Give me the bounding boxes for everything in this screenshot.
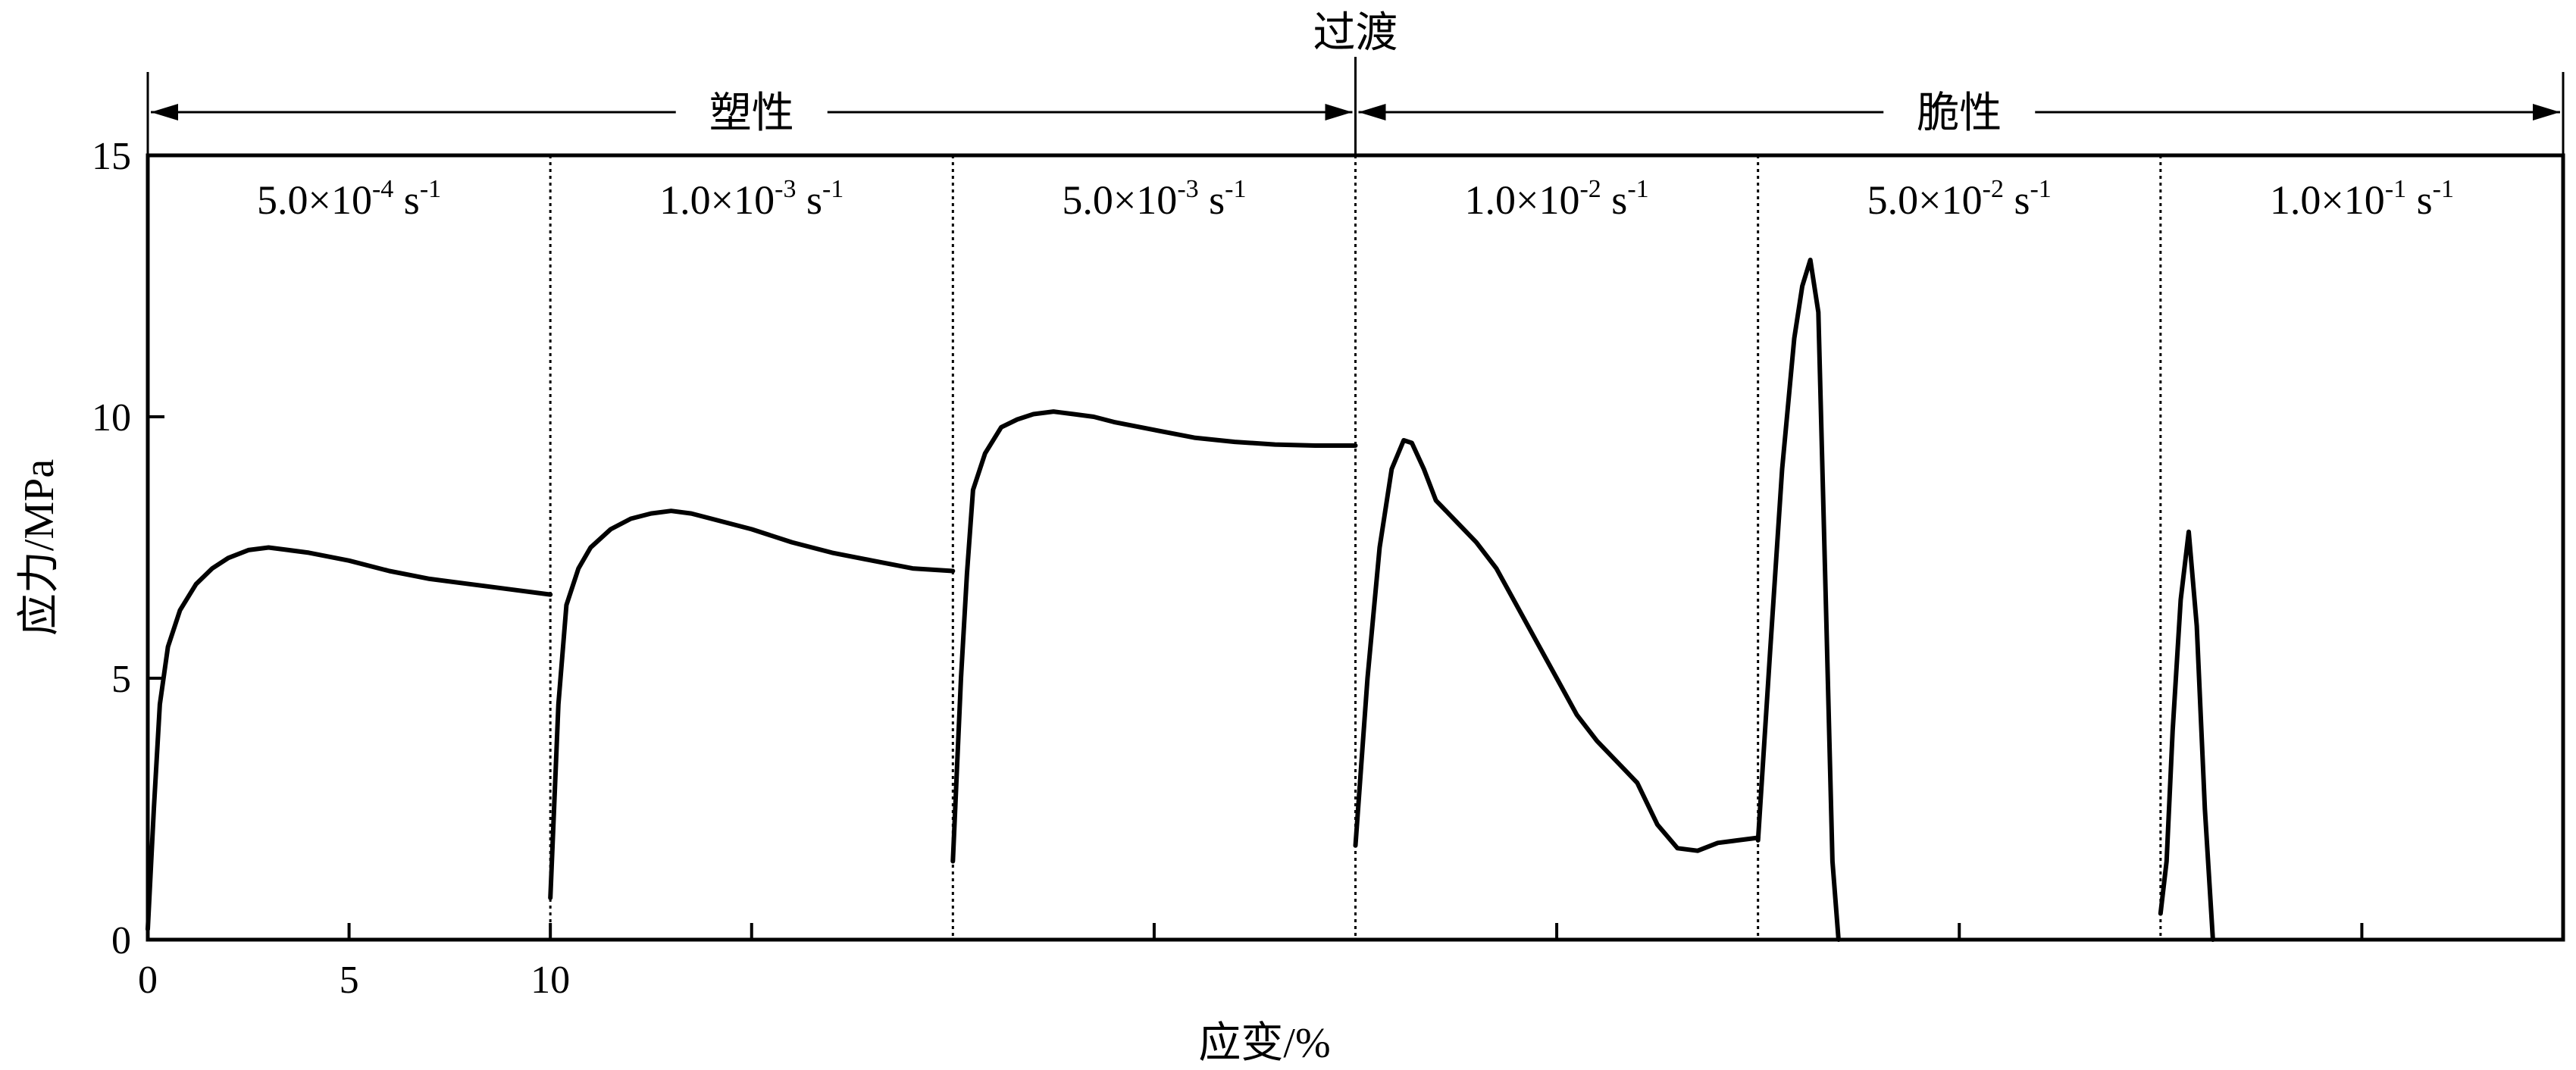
strain-rate-label: 5.0×10-3 s-1 [1062,175,1246,223]
strain-rate-label: 1.0×10-1 s-1 [2270,175,2454,223]
series-curves [146,258,2215,942]
strain-rate-label: 1.0×10-2 s-1 [1465,175,1649,223]
y-tick-label: 15 [92,135,131,178]
arrowhead-right-icon [1325,104,1353,120]
y-axis-label: 应力/MPa [16,459,63,636]
region-label: 塑性 [709,90,794,137]
strain-rate-label: 1.0×10-3 s-1 [659,175,844,223]
stress-strain-curve-4 [1353,438,1761,853]
stress-strain-curve-3 [950,409,1358,864]
axis-ticks: 0 5 10 15 0 5 10 [92,135,2364,1002]
stress-strain-curve-2 [548,508,956,900]
x-axis-label: 应变/% [1198,1020,1330,1066]
x-tick-label: 5 [340,959,359,1002]
rate-labels: 5.0×10-4 s-1 1.0×10-3 s-1 5.0×10-3 s-1 1.0×… [257,175,2454,223]
arrowhead-left-icon [1358,104,1386,120]
x-tick-label: 0 [138,959,158,1002]
y-tick-label: 0 [111,919,131,962]
stress-strain-curve-1 [146,545,553,932]
transition-label: 过渡 [1313,10,1398,57]
y-tick-label: 5 [111,658,131,701]
strain-rate-label: 5.0×10-2 s-1 [1867,175,2052,223]
stress-strain-curve-5 [1755,258,1841,942]
strain-rate-label: 5.0×10-4 s-1 [257,175,441,223]
region-label: 脆性 [1917,90,2002,137]
arrowhead-left-icon [151,104,178,120]
y-tick-label: 10 [92,396,131,440]
stress-strain-curve-6 [2158,529,2215,942]
x-tick-label: 10 [531,959,570,1002]
region-header: 塑性 脆性 [146,57,2565,155]
rate-dividers [549,155,2162,940]
arrowhead-right-icon [2533,104,2560,120]
